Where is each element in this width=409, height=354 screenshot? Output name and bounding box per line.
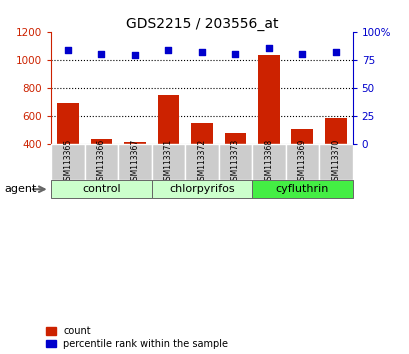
- Point: [299, 52, 305, 57]
- Text: GSM113369: GSM113369: [297, 139, 306, 185]
- Text: agent: agent: [4, 184, 36, 194]
- Point: [131, 53, 138, 58]
- Point: [165, 47, 171, 53]
- Bar: [185, 144, 218, 180]
- Bar: [252, 180, 352, 198]
- Text: GSM113370: GSM113370: [330, 139, 339, 185]
- Bar: [291, 129, 312, 144]
- Text: GSM113366: GSM113366: [97, 139, 106, 185]
- Bar: [51, 180, 151, 198]
- Bar: [324, 118, 346, 144]
- Legend: count, percentile rank within the sample: count, percentile rank within the sample: [46, 326, 228, 349]
- Bar: [257, 55, 279, 144]
- Point: [65, 47, 71, 53]
- Bar: [191, 123, 212, 144]
- Bar: [118, 144, 151, 180]
- Text: chlorpyrifos: chlorpyrifos: [169, 184, 234, 194]
- Text: GSM113372: GSM113372: [197, 139, 206, 185]
- Point: [98, 52, 105, 57]
- Point: [265, 45, 272, 50]
- Bar: [318, 144, 352, 180]
- Bar: [85, 144, 118, 180]
- Text: GSM113365: GSM113365: [63, 139, 72, 185]
- Bar: [151, 144, 185, 180]
- Bar: [252, 144, 285, 180]
- Text: control: control: [82, 184, 121, 194]
- Bar: [90, 139, 112, 144]
- Bar: [285, 144, 318, 180]
- Text: cyfluthrin: cyfluthrin: [275, 184, 328, 194]
- Text: GSM113367: GSM113367: [130, 139, 139, 185]
- Bar: [51, 144, 85, 180]
- Text: GSM113373: GSM113373: [230, 139, 239, 185]
- Point: [198, 49, 204, 55]
- Text: GSM113368: GSM113368: [264, 139, 273, 185]
- Bar: [124, 142, 146, 144]
- Bar: [224, 133, 246, 144]
- Text: GSM113371: GSM113371: [164, 139, 173, 185]
- Bar: [57, 103, 79, 144]
- Point: [332, 49, 338, 55]
- Bar: [157, 95, 179, 144]
- Point: [231, 52, 238, 57]
- Bar: [151, 180, 252, 198]
- Title: GDS2215 / 203556_at: GDS2215 / 203556_at: [126, 17, 277, 31]
- Bar: [218, 144, 252, 180]
